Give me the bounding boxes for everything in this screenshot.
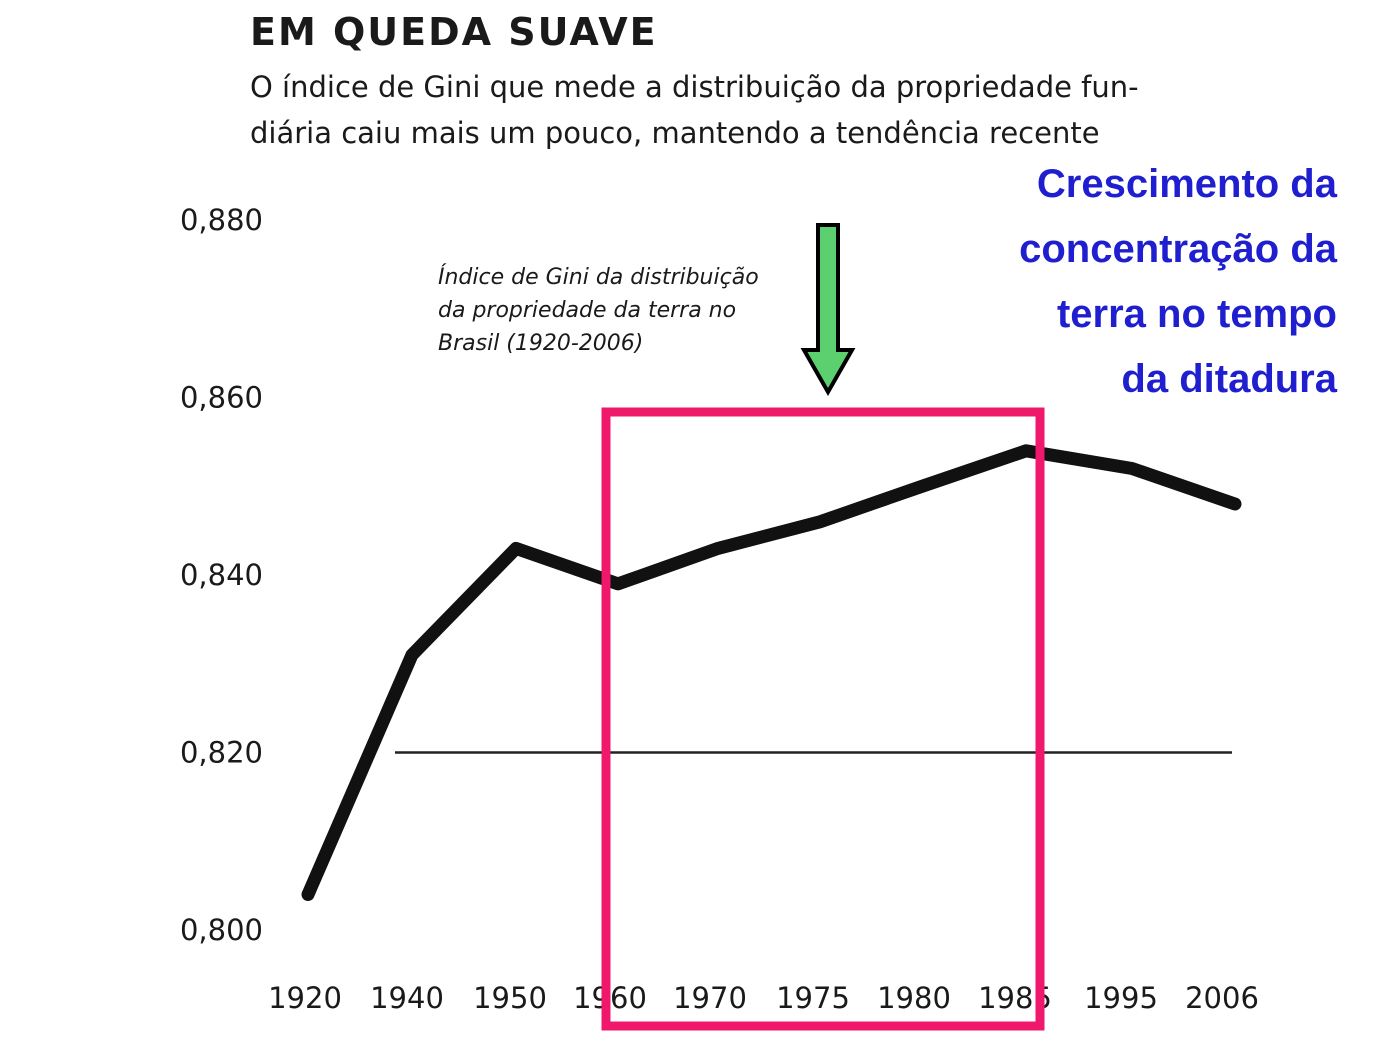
x-tick-label: 2006 xyxy=(1185,981,1259,1015)
x-tick-label: 1975 xyxy=(776,981,850,1015)
x-tick-label: 1970 xyxy=(673,981,747,1015)
x-tick-label: 1980 xyxy=(877,981,951,1015)
down-arrow-icon xyxy=(800,223,856,397)
subtitle-line-2: diária caiu mais um pouco, mantendo a te… xyxy=(250,116,1100,150)
dictatorship-highlight-box xyxy=(601,407,1045,1031)
legend-line-1: Índice de Gini da distribuição xyxy=(438,264,759,290)
y-tick-label: 0,840 xyxy=(180,558,263,592)
y-axis-ticks: 0,880 0,860 0,840 0,820 0,800 xyxy=(180,203,263,947)
annotation-line-3: terra no tempo xyxy=(1056,292,1337,336)
x-tick-label: 1940 xyxy=(370,981,444,1015)
chart-title: EM QUEDA SUAVE xyxy=(250,10,658,54)
y-tick-label: 0,800 xyxy=(180,913,263,947)
y-tick-label: 0,860 xyxy=(180,381,263,415)
dictatorship-annotation: Crescimento da concentração da terra no … xyxy=(917,152,1337,412)
x-tick-label: 1950 xyxy=(473,981,547,1015)
legend-line-3: Brasil (1920-2006) xyxy=(438,331,643,356)
chart-subtitle: O índice de Gini que mede a distribuição… xyxy=(250,64,1240,156)
subtitle-line-1: O índice de Gini que mede a distribuição… xyxy=(250,70,1139,104)
y-tick-label: 0,820 xyxy=(180,736,263,770)
x-tick-label: 1920 xyxy=(268,981,342,1015)
x-axis-ticks: 1920 1940 1950 1960 1970 1975 1980 1985 1995 2006 xyxy=(268,981,1259,1015)
y-tick-label: 0,880 xyxy=(180,203,263,237)
annotation-line-4: da ditadura xyxy=(1121,357,1337,401)
legend-line-2: da propriedade da terra no xyxy=(438,298,736,323)
annotation-line-1: Crescimento da xyxy=(1036,162,1337,206)
gini-series-line xyxy=(301,444,1242,901)
chart-legend: Índice de Gini da distribuição da propri… xyxy=(438,264,759,356)
x-tick-label: 1995 xyxy=(1084,981,1158,1015)
annotation-line-2: concentração da xyxy=(1019,227,1337,271)
